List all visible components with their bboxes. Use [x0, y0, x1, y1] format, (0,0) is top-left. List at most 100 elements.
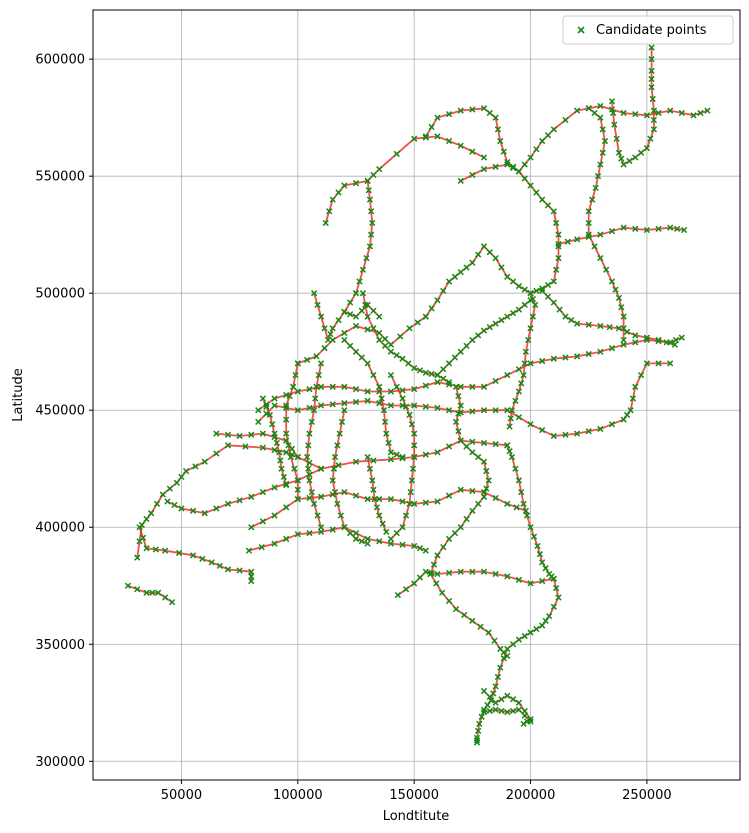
candidate-point [277, 457, 284, 464]
candidate-point [445, 443, 453, 450]
candidate-point [491, 637, 498, 644]
candidate-point [175, 549, 183, 557]
candidate-point [492, 699, 499, 706]
candidate-point [383, 430, 390, 437]
candidate-point [352, 529, 360, 537]
candidate-point [539, 559, 546, 566]
candidate-point [492, 441, 499, 448]
candidate-point [335, 189, 342, 196]
candidate-point [530, 533, 538, 540]
candidate-point [480, 407, 488, 414]
candidate-point [370, 325, 377, 332]
candidate-point [285, 442, 292, 449]
candidate-point [492, 377, 499, 385]
candidate-point [455, 410, 462, 417]
candidate-point [445, 407, 453, 414]
candidate-point [162, 547, 169, 554]
candidate-point [399, 498, 406, 505]
candidate-point [484, 701, 491, 709]
candidate-point [597, 322, 604, 330]
candidate-point [643, 334, 651, 341]
candidate-point [310, 290, 318, 297]
candidate-point [539, 285, 546, 292]
candidate-point [383, 528, 390, 536]
candidate-point [352, 322, 360, 330]
candidate-point [287, 453, 294, 461]
candidate-point [263, 401, 270, 408]
candidate-point [469, 148, 476, 155]
candidate-point [469, 617, 476, 624]
candidate-point [486, 693, 493, 701]
candidate-point [476, 720, 483, 727]
candidate-point [527, 580, 534, 587]
candidate-point [224, 442, 232, 449]
candidate-point [136, 538, 143, 545]
candidate-point [329, 325, 336, 332]
candidate-point [544, 202, 552, 209]
candidate-point [597, 114, 604, 121]
candidate-point [352, 535, 360, 543]
candidate-point [422, 382, 429, 389]
candidate-point [612, 286, 619, 293]
candidate-point [308, 418, 315, 426]
candidate-point [620, 416, 627, 423]
candidate-point [399, 395, 406, 402]
candidate-point [613, 135, 620, 142]
candidate-point [608, 98, 616, 105]
candidate-point [521, 707, 528, 715]
candidate-point [555, 240, 562, 248]
candidate-point [259, 430, 267, 437]
candidate-point [585, 105, 592, 112]
candidate-point [321, 345, 328, 352]
candidate-point [271, 540, 278, 547]
candidate-point [341, 488, 348, 496]
candidate-point [451, 354, 459, 361]
candidate-point [544, 132, 552, 139]
candidate-point [539, 287, 546, 294]
candidate-point [387, 496, 395, 503]
candidate-point [463, 515, 470, 523]
candidate-point [224, 566, 232, 573]
candidate-point [356, 278, 363, 285]
x-tick-label: 50000 [161, 788, 202, 803]
candidate-point [317, 313, 325, 320]
candidate-point [515, 306, 523, 313]
candidate-point [317, 524, 325, 531]
candidate-point [414, 319, 421, 326]
candidate-point [463, 443, 470, 450]
candidate-point [338, 418, 346, 426]
candidate-point [341, 400, 348, 407]
candidate-point [469, 438, 476, 445]
candidate-point [463, 264, 470, 271]
candidate-point [445, 569, 453, 577]
candidate-point [585, 350, 592, 358]
candidate-point [487, 697, 495, 704]
candidate-point [408, 477, 415, 484]
candidate-point [399, 541, 406, 548]
candidate-point [527, 716, 534, 723]
candidate-point [422, 134, 429, 141]
candidate-point [534, 542, 541, 550]
candidate-point [358, 354, 365, 361]
x-tick-label: 150000 [389, 788, 439, 803]
candidate-point [457, 402, 464, 409]
candidate-point [376, 166, 383, 173]
candidate-point [573, 430, 581, 437]
candidate-point [255, 407, 262, 414]
candidate-point [336, 430, 343, 437]
candidate-point [294, 360, 301, 367]
candidate-point [245, 547, 253, 554]
candidate-point [515, 283, 523, 290]
road-segment [429, 573, 509, 657]
candidate-point [648, 56, 655, 63]
candidate-point [573, 320, 581, 327]
candidate-point [294, 453, 301, 461]
candidate-point [364, 540, 371, 547]
candidate-point [555, 231, 562, 238]
candidate-point [592, 184, 599, 192]
candidate-point [305, 442, 312, 449]
x-tick-label: 250000 [622, 788, 672, 803]
candidate-point [363, 254, 370, 262]
candidate-point [504, 573, 511, 580]
candidate-point [620, 109, 627, 117]
